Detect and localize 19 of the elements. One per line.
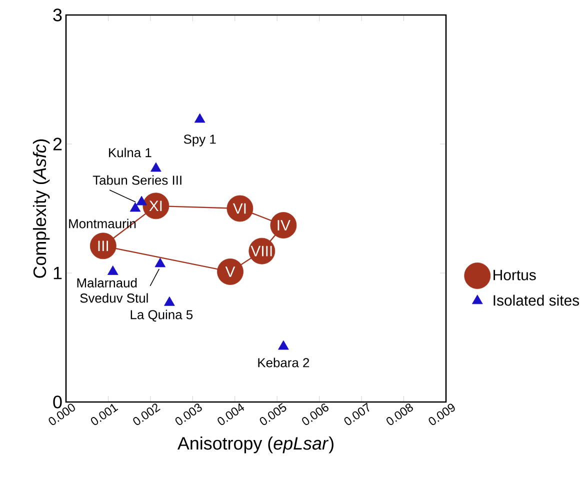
annotation: XI [149, 200, 162, 212]
annotation: Kulna 1 [109, 148, 152, 158]
annotation: VI [232, 203, 246, 214]
annotation: Spy 1 [184, 134, 216, 146]
annotation: VIII [250, 246, 272, 256]
annotation: IV [278, 220, 290, 230]
annotation: V [225, 266, 236, 277]
y-tick-label: 2 [53, 138, 62, 150]
annotation: III [98, 240, 108, 252]
legend-label: Hortus [494, 270, 536, 280]
annotation: Malarnaud [77, 278, 137, 288]
legend-label: Isolated sites [494, 294, 580, 306]
x-axis-title: Anisotropy (epLsar) [177, 436, 334, 454]
annotation: Sveduv Stul [80, 293, 148, 303]
annotation: La Quina 5 [130, 310, 193, 322]
annotation: Kebara 2 [258, 358, 310, 368]
y-tick-label: 1 [54, 266, 62, 280]
y-tick-label: 3 [53, 8, 62, 22]
annotation: Tabun Series III [92, 175, 182, 185]
